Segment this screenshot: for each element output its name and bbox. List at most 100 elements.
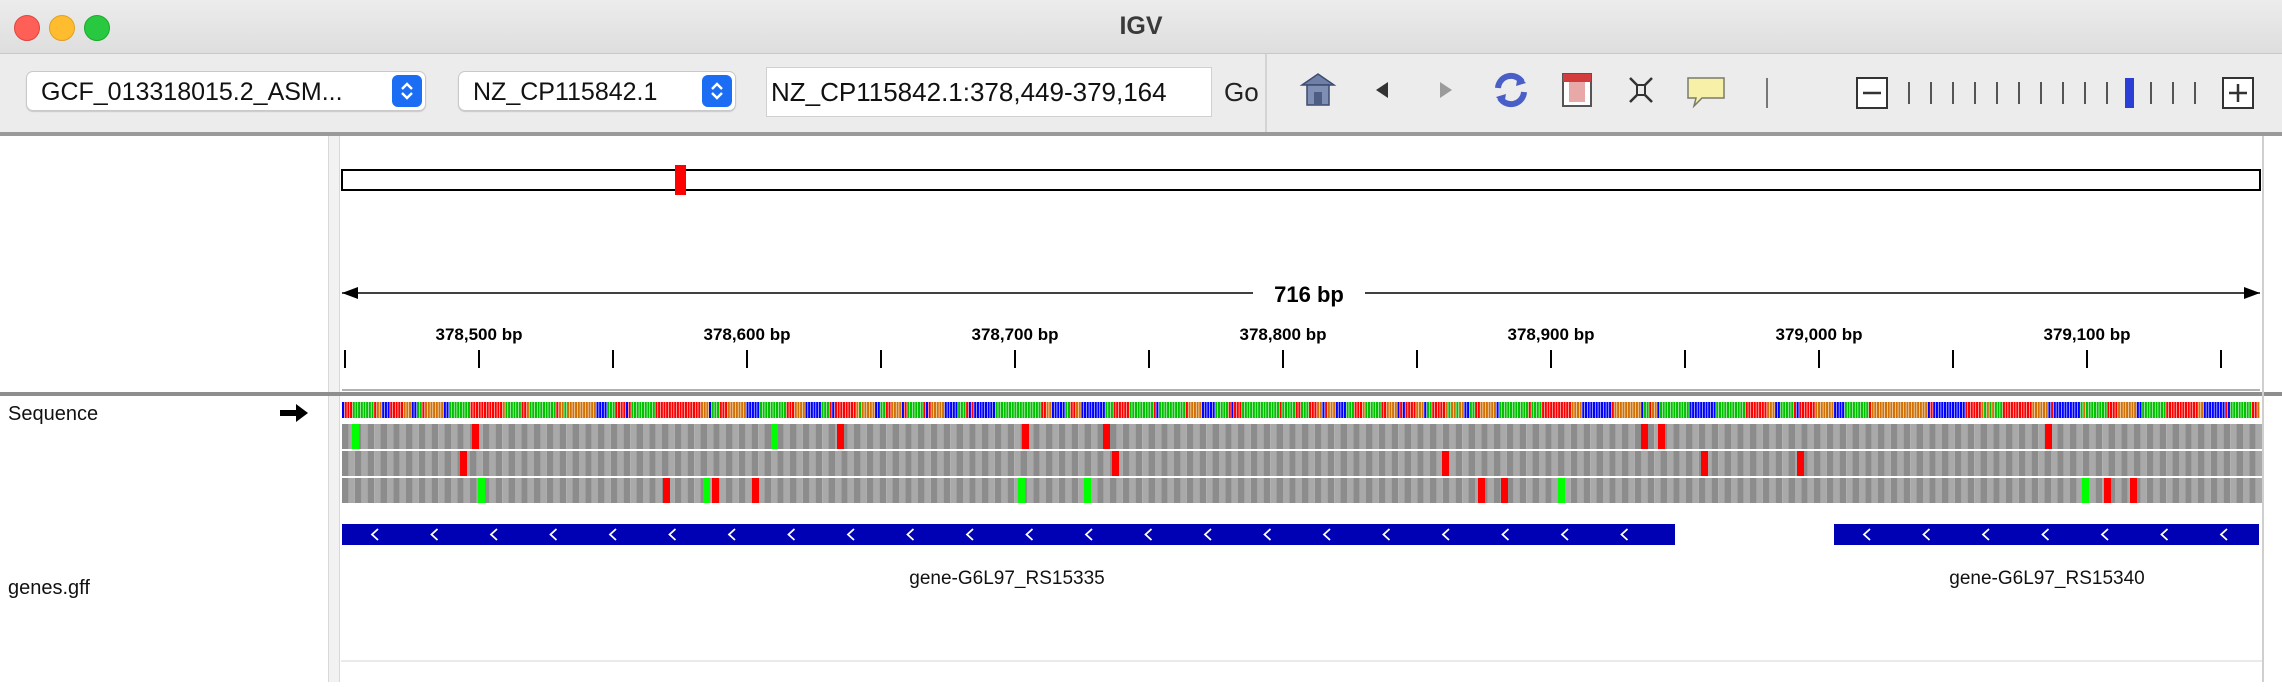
read-block[interactable]: [2038, 451, 2045, 476]
read-block[interactable]: [662, 424, 669, 449]
read-block[interactable]: [1046, 424, 1053, 449]
read-block[interactable]: [2089, 424, 2096, 449]
read-block[interactable]: [1718, 424, 1725, 449]
read-block[interactable]: [1295, 451, 1302, 476]
read-block[interactable]: [2025, 478, 2032, 503]
read-block[interactable]: [1539, 478, 1546, 503]
read-block[interactable]: [1097, 451, 1104, 476]
read-block[interactable]: [2210, 478, 2218, 503]
read-block[interactable]: [1174, 451, 1181, 476]
read-block[interactable]: [1219, 424, 1226, 449]
read-block[interactable]: [412, 424, 419, 449]
read-block[interactable]: [2153, 424, 2160, 449]
read-block[interactable]: [1430, 424, 1437, 449]
read-block[interactable]: [1359, 424, 1366, 449]
read-block[interactable]: [1820, 451, 1827, 476]
read-block[interactable]: [1039, 478, 1046, 503]
read-block[interactable]: [2044, 451, 2051, 476]
read-block[interactable]: [956, 478, 963, 503]
read-block[interactable]: [879, 424, 887, 449]
read-block[interactable]: [956, 424, 963, 449]
read-block[interactable]: [1948, 451, 1955, 476]
mismatch-base[interactable]: [2045, 424, 2052, 449]
read-block[interactable]: [502, 478, 509, 503]
read-block[interactable]: [585, 478, 592, 503]
read-block[interactable]: [2210, 424, 2218, 449]
maximize-window-button[interactable]: [84, 15, 110, 41]
read-block[interactable]: [1692, 451, 1699, 476]
read-block[interactable]: [2243, 451, 2250, 476]
read-block[interactable]: [2038, 478, 2045, 503]
read-block[interactable]: [751, 451, 759, 476]
read-block[interactable]: [1385, 424, 1392, 449]
gene-feature[interactable]: [342, 524, 1675, 545]
read-block[interactable]: [406, 478, 413, 503]
read-block[interactable]: [1807, 424, 1814, 449]
read-block[interactable]: [1327, 478, 1335, 503]
mismatch-base[interactable]: [1501, 478, 1508, 503]
read-block[interactable]: [1378, 478, 1386, 503]
read-block[interactable]: [1942, 451, 1949, 476]
read-block[interactable]: [2146, 451, 2154, 476]
read-block[interactable]: [1186, 451, 1194, 476]
read-block[interactable]: [1391, 451, 1399, 476]
read-block[interactable]: [1570, 424, 1578, 449]
read-block[interactable]: [1820, 424, 1827, 449]
read-block[interactable]: [1788, 478, 1795, 503]
read-block[interactable]: [2134, 478, 2141, 503]
read-block[interactable]: [1378, 424, 1386, 449]
read-block[interactable]: [918, 478, 925, 503]
read-block[interactable]: [1001, 478, 1008, 503]
read-block[interactable]: [790, 478, 797, 503]
read-block[interactable]: [2243, 478, 2250, 503]
read-block[interactable]: [1475, 424, 1482, 449]
read-block[interactable]: [1954, 451, 1962, 476]
read-block[interactable]: [783, 478, 790, 503]
read-block[interactable]: [1865, 424, 1872, 449]
read-block[interactable]: [1244, 424, 1251, 449]
read-block[interactable]: [406, 451, 413, 476]
read-block[interactable]: [1321, 451, 1328, 476]
read-block[interactable]: [1231, 424, 1238, 449]
read-block[interactable]: [1065, 478, 1072, 503]
read-block[interactable]: [546, 451, 554, 476]
read-block[interactable]: [1775, 424, 1783, 449]
read-block[interactable]: [1577, 451, 1584, 476]
read-block[interactable]: [1871, 478, 1878, 503]
read-block[interactable]: [1654, 478, 1661, 503]
read-block[interactable]: [1929, 424, 1936, 449]
read-block[interactable]: [1462, 451, 1469, 476]
read-block[interactable]: [1199, 451, 1207, 476]
read-block[interactable]: [1116, 478, 1123, 503]
read-block[interactable]: [1603, 478, 1610, 503]
read-block[interactable]: [591, 451, 598, 476]
read-block[interactable]: [1071, 424, 1079, 449]
read-block[interactable]: [1967, 424, 1975, 449]
read-block[interactable]: [911, 451, 918, 476]
read-block[interactable]: [2146, 478, 2154, 503]
read-block[interactable]: [457, 478, 464, 503]
read-block[interactable]: [418, 424, 426, 449]
read-block[interactable]: [2185, 478, 2192, 503]
read-block[interactable]: [2006, 478, 2013, 503]
read-block[interactable]: [828, 424, 835, 449]
panel-divider[interactable]: [328, 136, 340, 682]
read-block[interactable]: [591, 424, 598, 449]
read-block[interactable]: [2134, 424, 2141, 449]
read-block[interactable]: [758, 478, 765, 503]
sequence-track-label[interactable]: Sequence: [8, 403, 99, 425]
roi-icon[interactable]: [1560, 68, 1594, 117]
read-block[interactable]: [911, 478, 918, 503]
read-block[interactable]: [1750, 478, 1757, 503]
read-block[interactable]: [1340, 424, 1347, 449]
read-block[interactable]: [2051, 424, 2058, 449]
read-block[interactable]: [1295, 424, 1302, 449]
read-block[interactable]: [2223, 424, 2231, 449]
read-block[interactable]: [598, 451, 605, 476]
zoom-level-tick[interactable]: [2194, 82, 2196, 104]
read-block[interactable]: [444, 478, 451, 503]
read-block[interactable]: [1231, 478, 1238, 503]
read-block[interactable]: [1174, 424, 1181, 449]
read-block[interactable]: [2179, 478, 2186, 503]
read-block[interactable]: [617, 451, 624, 476]
